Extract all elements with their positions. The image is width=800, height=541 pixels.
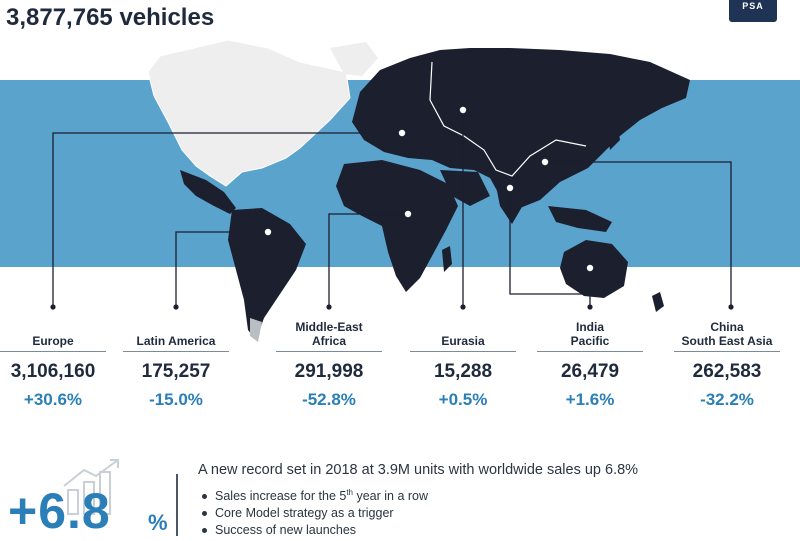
australia-landmass — [560, 240, 628, 298]
region-value: 291,998 — [294, 361, 364, 382]
bullet-item: Sales increase for the 5th year in a row — [202, 484, 428, 505]
bullet-superscript: th — [346, 488, 353, 497]
dot-china-sea-end — [728, 304, 734, 310]
region-name: Middle-East Africa — [295, 320, 363, 348]
percent-symbol: % — [148, 510, 168, 535]
africa-landmass — [336, 160, 458, 292]
bullet-dot — [202, 528, 207, 534]
dot-latin-america-end — [173, 304, 179, 310]
connector-middle-east-africa — [328, 213, 408, 307]
summary-headline: A new record set in 2018 at 3.9M units w… — [198, 462, 639, 478]
region-divider — [537, 351, 643, 352]
region-value: 15,288 — [433, 361, 493, 382]
dot-australia-map — [586, 264, 594, 272]
japan-landmass — [606, 116, 620, 150]
region-change: +1.6% — [565, 390, 615, 409]
bullet-item: Core Model strategy as a trigger — [202, 505, 428, 522]
region-china-south-east-asia: China South East Asia 262,583 -32.2% — [664, 318, 790, 410]
dot-europe-map — [398, 129, 406, 137]
region-value: 175,257 — [141, 361, 211, 382]
dot-india-pacific-end — [587, 304, 593, 310]
madagascar-landmass — [442, 246, 452, 272]
region-name: Latin America — [136, 334, 216, 348]
central-america-landmass — [180, 170, 236, 214]
region-value: 3,106,160 — [10, 361, 96, 382]
dot-middle-east-africa-end — [326, 304, 332, 310]
region-middle-east-africa: Middle-East Africa 291,998 -52.8% — [266, 318, 392, 410]
region-divider — [123, 351, 229, 352]
new-zealand-landmass — [652, 292, 664, 312]
region-boundary — [429, 61, 587, 177]
region-india-pacific: India Pacific 26,479 +1.6% — [527, 318, 653, 410]
growth-chart-icon — [63, 459, 119, 515]
region-change: +0.5% — [438, 390, 488, 409]
region-name: China South East Asia — [681, 320, 773, 348]
bullet-text: Success of new launches — [215, 523, 357, 538]
southeast-asia-islands — [548, 206, 612, 232]
dot-china-sea-map — [541, 158, 549, 166]
india-landmass — [494, 176, 528, 224]
growth-percentage: +6.8 — [8, 483, 111, 539]
region-europe: Europe 3,106,160 +30.6% — [0, 318, 116, 410]
region-divider — [674, 351, 780, 352]
bullet-dot — [202, 494, 207, 500]
summary-bullets: Sales increase for the 5th year in a row… — [202, 484, 428, 539]
bullet-text-tail: year in a row — [353, 489, 429, 504]
page-title: 3,877,765 vehicles — [6, 4, 215, 31]
region-change: -32.2% — [700, 390, 754, 409]
region-divider — [0, 351, 106, 352]
region-divider — [410, 351, 516, 352]
eurasia-landmass — [352, 48, 690, 208]
arabia-landmass — [440, 170, 490, 206]
region-value: 262,583 — [692, 361, 762, 382]
region-change: -52.8% — [302, 390, 356, 409]
south-america-tip — [250, 318, 262, 342]
brand-logo-text: PSA — [742, 1, 764, 11]
south-america-landmass — [228, 208, 306, 340]
bullet-text: Sales increase for the 5 — [215, 489, 347, 504]
north-america-landmass — [147, 39, 351, 187]
bullet-item: Success of new launches — [202, 522, 428, 539]
region-value: 26,479 — [560, 361, 620, 382]
dot-latin-america-map — [264, 228, 272, 236]
connector-europe — [52, 132, 402, 307]
dot-europe-end — [50, 304, 56, 310]
region-change: -15.0% — [149, 390, 203, 409]
connector-china-sea — [545, 161, 732, 307]
dot-eurasia-end — [460, 304, 466, 310]
bullet-text: Core Model strategy as a trigger — [215, 506, 394, 521]
dot-middle-east-africa-map — [404, 210, 412, 218]
region-name: Europe — [32, 334, 74, 348]
greenland-landmass — [330, 42, 378, 76]
region-latin-america: Latin America 175,257 -15.0% — [113, 318, 239, 410]
region-divider — [276, 351, 382, 352]
dot-eurasia-map — [459, 106, 467, 114]
connector-latin-america — [175, 231, 268, 307]
region-name: Eurasia — [441, 334, 485, 348]
region-eurasia: Eurasia 15,288 +0.5% — [400, 318, 526, 410]
brand-logo: PSA — [729, 0, 777, 22]
region-name: India Pacific — [570, 320, 610, 348]
region-change: +30.6% — [23, 390, 83, 409]
connector-india-pacific — [509, 188, 591, 307]
summary-divider — [176, 474, 178, 536]
dot-india-pacific-map — [506, 184, 514, 192]
bullet-dot — [202, 511, 207, 517]
